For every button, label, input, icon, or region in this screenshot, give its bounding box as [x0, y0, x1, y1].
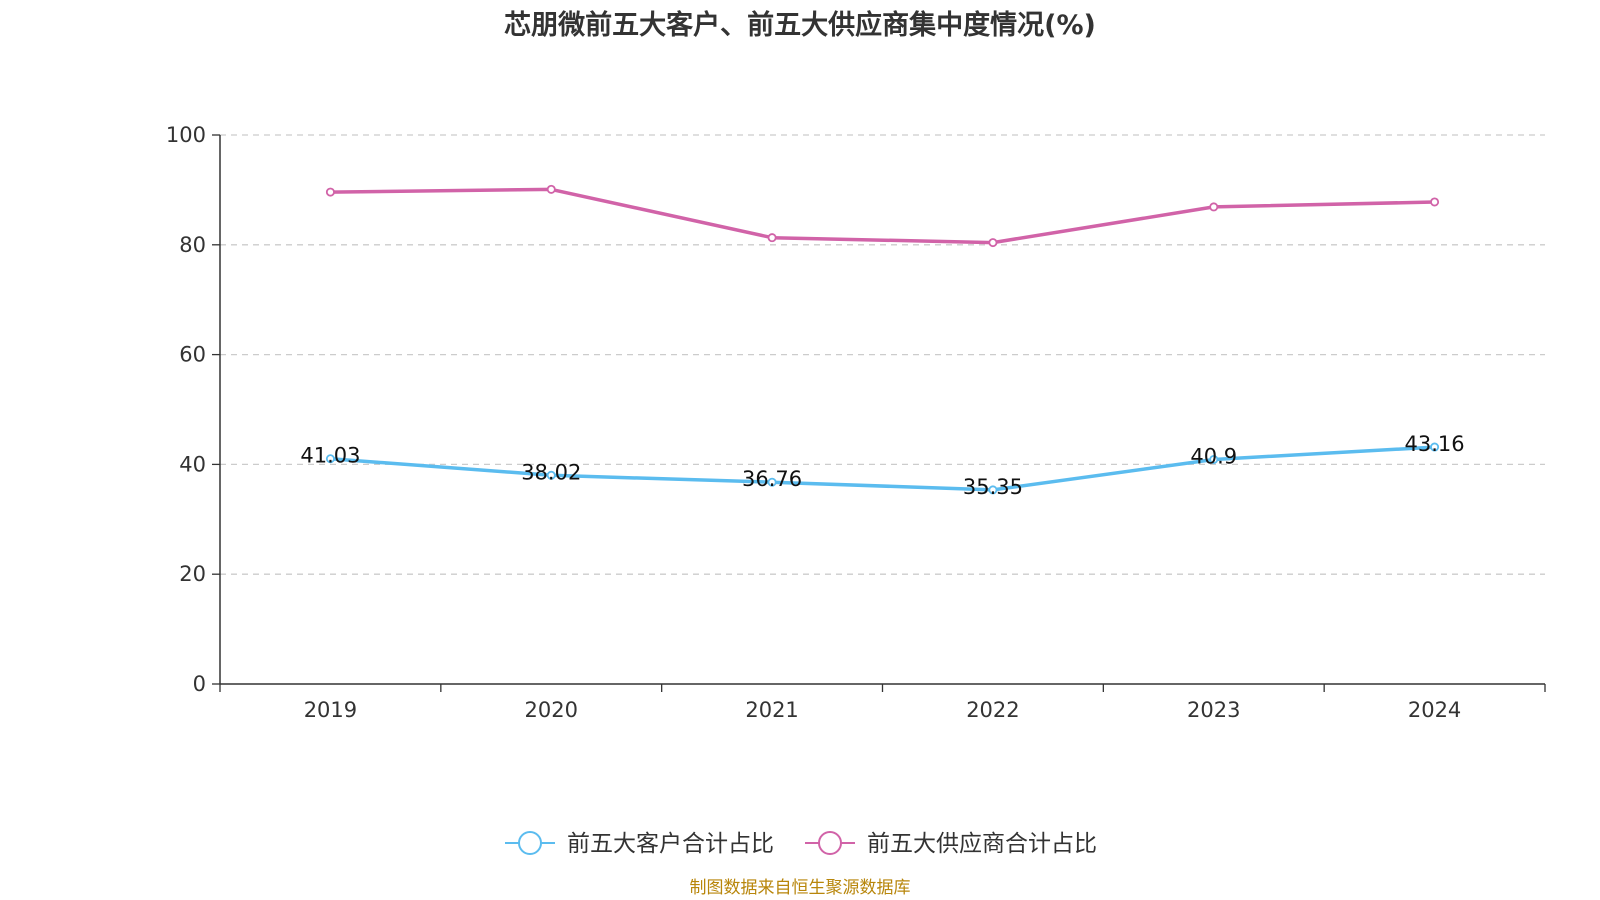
- data-label: 38.02: [521, 460, 581, 484]
- series-0-point: [988, 485, 998, 495]
- data-label: 35.35: [963, 475, 1023, 499]
- series-0-point: [767, 477, 777, 487]
- gridlines: [220, 134, 1545, 575]
- series-0-point: [325, 454, 335, 464]
- series-0-point: [546, 470, 556, 480]
- series-line-1: [328, 187, 1437, 245]
- data-label: 36.76: [742, 467, 802, 491]
- chart-title: 芯朋微前五大客户、前五大供应商集中度情况(%): [504, 9, 1096, 41]
- series-0-point: [1209, 454, 1219, 464]
- y-tick-label: 0: [193, 672, 206, 696]
- series-1-point: [767, 233, 777, 243]
- data-labels: 41.03 38.02 36.76 35.35 40.9 43.16: [300, 432, 1464, 499]
- legend[interactable]: 前五大客户合计占比 前五大供应商合计占比: [505, 831, 1097, 857]
- y-tick-label: 20: [179, 562, 206, 586]
- series-1-point: [1430, 197, 1440, 207]
- data-label: 43.16: [1405, 432, 1465, 456]
- x-tick-label: 2019: [304, 698, 357, 722]
- y-tick-label: 60: [179, 343, 206, 367]
- x-tick-label: 2020: [525, 698, 578, 722]
- series-group: [325, 184, 1440, 495]
- axes: 0 20 40 60 80 100 2019 2020 2021 2022 2023 2024: [166, 123, 1546, 722]
- legend-label-1: 前五大供应商合计占比: [867, 831, 1097, 857]
- source-note: 制图数据来自恒生聚源数据库: [690, 878, 911, 898]
- x-tick-label: 2021: [745, 698, 798, 722]
- legend-marker-0: [518, 831, 542, 855]
- x-tick-label: 2024: [1408, 698, 1461, 722]
- y-tick-label: 40: [179, 452, 206, 476]
- data-label: 40.9: [1190, 444, 1237, 468]
- series-line-0: [328, 445, 1437, 492]
- legend-label-0: 前五大客户合计占比: [567, 831, 774, 857]
- data-label: 41.03: [300, 444, 360, 468]
- series-1-point: [325, 187, 335, 197]
- y-tick-label: 100: [166, 123, 206, 147]
- series-0-point: [1430, 442, 1440, 452]
- y-tick-label: 80: [179, 233, 206, 257]
- legend-marker-1: [818, 831, 842, 855]
- series-1-point: [546, 184, 556, 194]
- series-1-point: [1209, 202, 1219, 212]
- series-1-point: [988, 238, 998, 248]
- x-tick-label: 2023: [1187, 698, 1240, 722]
- x-tick-label: 2022: [966, 698, 1019, 722]
